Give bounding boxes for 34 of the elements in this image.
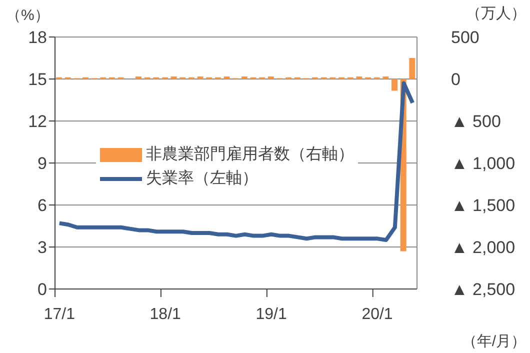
y-tick-label: 3 [38, 238, 47, 258]
y2-tick-label: 0 [451, 70, 460, 90]
bar [356, 76, 362, 79]
bar [268, 76, 274, 79]
x-tick-label: 18/1 [150, 306, 182, 323]
bar [392, 79, 398, 91]
bar [224, 76, 230, 79]
y-tick-label: 9 [38, 154, 47, 174]
y2-tick-label: ▲ 500 [451, 112, 501, 132]
y2-axis-title: （万人） [466, 4, 526, 23]
line-series [57, 81, 415, 242]
y2-tick-label: ▲ 1,500 [451, 196, 516, 216]
bar [409, 58, 416, 79]
y2-tick-label: ▲ 1,000 [451, 154, 516, 174]
y-tick-label: 18 [28, 28, 47, 48]
y2-tick-label: ▲ 2,000 [451, 238, 516, 258]
y-axis-title: （%） [6, 6, 50, 25]
legend-label: 非農業部門雇用者数（右軸） [146, 144, 354, 165]
x-tick-label: 20/1 [362, 306, 393, 323]
bar [170, 76, 177, 79]
bar [197, 76, 204, 79]
y-tick-label: 6 [38, 196, 47, 216]
x-tick-label: 17/1 [44, 306, 76, 323]
y2-tick-label: ▲ 2,500 [451, 280, 516, 300]
bar [241, 76, 248, 79]
y-tick-label: 0 [38, 280, 47, 300]
y-tick-label: 15 [28, 70, 47, 90]
legend-label: 失業率（左軸） [146, 168, 258, 189]
y-tick-label: 12 [28, 112, 47, 132]
bar [135, 76, 142, 79]
x-axis-title: （年/月） [462, 332, 526, 351]
bar [382, 76, 389, 79]
y2-tick-label: 500 [451, 28, 480, 48]
x-tick-label: 19/1 [256, 306, 287, 323]
